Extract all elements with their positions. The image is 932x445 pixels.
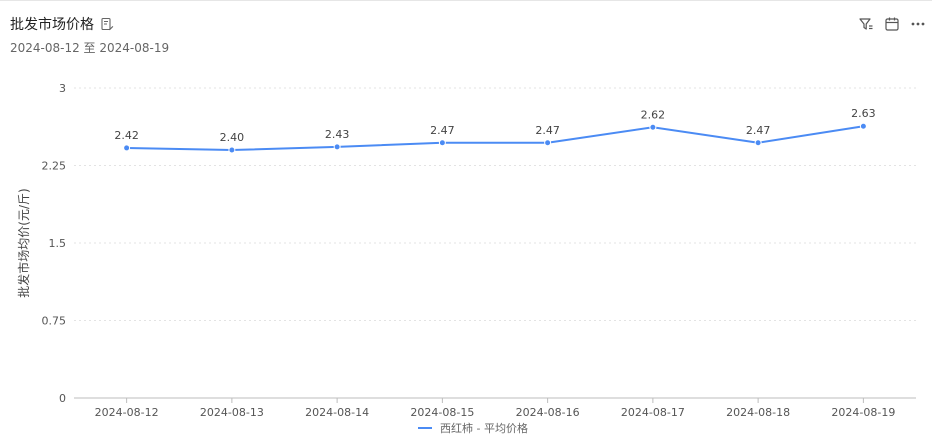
legend-item: 西红柿 - 平均价格 — [440, 421, 528, 435]
data-label: 2.63 — [851, 107, 876, 120]
y-tick-label: 2.25 — [42, 160, 67, 173]
data-point — [228, 146, 236, 154]
series-line — [126, 125, 864, 151]
x-tick-label: 2024-08-19 — [831, 406, 895, 419]
x-tick-label: 2024-08-12 — [95, 406, 159, 419]
data-label: 2.43 — [325, 128, 350, 141]
x-tick-label: 2024-08-13 — [200, 406, 264, 419]
x-tick-label: 2024-08-17 — [621, 406, 685, 419]
filter-icon[interactable] — [858, 16, 874, 32]
page-title: 批发市场价格 — [10, 17, 94, 33]
data-label: 2.40 — [220, 131, 245, 144]
data-point — [649, 123, 657, 131]
data-label: 2.62 — [641, 108, 666, 121]
y-tick-label: 1.5 — [49, 237, 67, 250]
data-point — [859, 122, 867, 130]
data-point — [754, 139, 762, 147]
y-tick-label: 3 — [59, 82, 66, 95]
chart-header: 批发市场价格 2024-08-12 至 2024-08-19 — [10, 14, 922, 56]
date-range: 2024-08-12 至 2024-08-19 — [10, 41, 170, 55]
data-point — [438, 139, 446, 147]
data-point — [333, 143, 341, 151]
calendar-icon[interactable] — [884, 16, 900, 32]
x-tick-label: 2024-08-14 — [305, 406, 369, 419]
data-label: 2.47 — [430, 124, 455, 137]
chart-toolbar — [858, 16, 926, 32]
edit-note-icon[interactable] — [100, 17, 114, 31]
data-label: 2.47 — [535, 124, 560, 137]
y-tick-label: 0.75 — [42, 315, 67, 328]
top-divider — [0, 0, 932, 1]
y-tick-label: 0 — [59, 392, 66, 405]
y-axis-label: 批发市场均价(元/斤) — [16, 188, 31, 297]
data-label: 2.47 — [746, 124, 771, 137]
more-icon[interactable] — [910, 16, 926, 32]
data-point — [544, 139, 552, 147]
x-tick-label: 2024-08-15 — [410, 406, 474, 419]
data-label: 2.42 — [114, 129, 139, 142]
x-tick-label: 2024-08-16 — [516, 406, 580, 419]
data-point — [123, 144, 131, 152]
x-tick-label: 2024-08-18 — [726, 406, 790, 419]
